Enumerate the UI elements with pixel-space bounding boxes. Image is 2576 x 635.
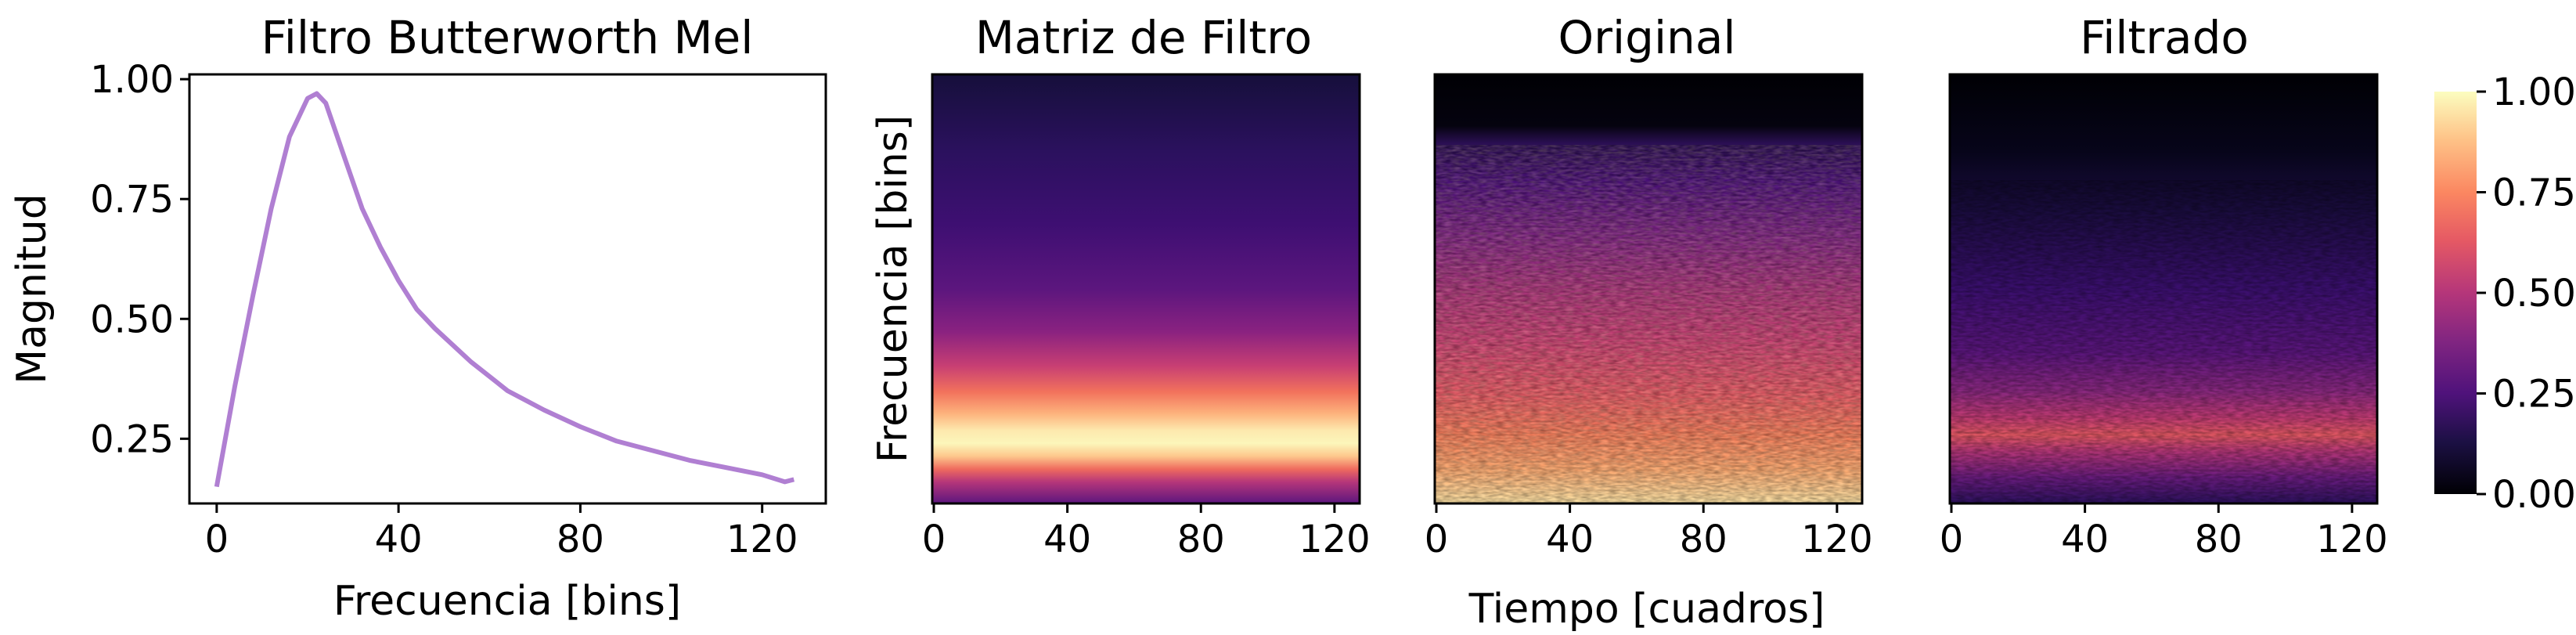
x-tick-label: 40 — [2061, 518, 2109, 561]
x-tick-label: 80 — [1177, 518, 1225, 561]
x-tick-label: 40 — [1043, 518, 1091, 561]
y-tick-label: 1.00 — [90, 58, 174, 102]
filtered-panel: Filtrado 0 40 80 120 — [1940, 11, 2388, 561]
x-tick-label: 120 — [1299, 518, 1371, 561]
y-axis-label-1: Magnitud — [9, 193, 56, 384]
filter-matrix-panel: Matriz de Filtro 0 40 80 120 Frecuencia [bi… — [870, 11, 1371, 561]
y-axis-label-2: Frecuencia [bins] — [870, 115, 917, 463]
colorbar-ticks: 0.00 0.25 0.50 0.75 1.00 — [2477, 70, 2576, 517]
colorbar: 0.00 0.25 0.50 0.75 1.00 — [2434, 70, 2576, 517]
colorbar-tick-label: 0.25 — [2492, 373, 2576, 417]
x-tick-label: 0 — [1425, 518, 1449, 561]
original-panel: Original 0 40 80 120 — [1425, 11, 1873, 561]
chart-title-4: Filtrado — [2080, 11, 2249, 64]
x-ticks-2: 0 40 80 120 — [922, 503, 1371, 561]
series-line — [214, 91, 795, 488]
x-tick-label: 0 — [1940, 518, 1964, 561]
colorbar-tick-label: 0.50 — [2492, 272, 2576, 316]
y-ticks-1: 0.25 0.50 0.75 1.00 — [90, 58, 189, 461]
plot-frame-1 — [188, 73, 827, 505]
x-tick-label: 40 — [375, 518, 423, 561]
x-tick-label: 120 — [2316, 518, 2388, 561]
y-tick-label: 0.25 — [90, 417, 174, 461]
colorbar-tick-label: 0.75 — [2492, 171, 2576, 215]
colorbar-tick-label: 1.00 — [2492, 70, 2576, 114]
plot-frame-4 — [1948, 73, 2379, 505]
data-series-1 — [214, 91, 795, 488]
colorbar-tick-label: 0.00 — [2492, 473, 2576, 517]
x-ticks-4: 0 40 80 120 — [1940, 503, 2388, 561]
shared-x-axis-label: Tiempo [cuadros] — [1468, 586, 1825, 633]
x-tick-label: 0 — [922, 518, 946, 561]
heatmap-filter-matrix — [932, 74, 1360, 503]
y-tick-label: 0.75 — [90, 178, 174, 222]
x-tick-label: 0 — [205, 518, 229, 561]
plot-frame-3 — [1433, 73, 1864, 505]
chart-title-1: Filtro Butterworth Mel — [261, 11, 754, 64]
x-tick-label: 80 — [2195, 518, 2243, 561]
x-ticks-1: 0 40 80 120 — [205, 503, 798, 561]
line-chart-panel: Filtro Butterworth Mel 0 40 80 120 0.25 0.50… — [9, 11, 827, 625]
x-tick-label: 40 — [1546, 518, 1594, 561]
x-ticks-3: 0 40 80 120 — [1425, 503, 1873, 561]
heatmap-filtered-texture — [1950, 180, 2377, 503]
x-tick-label: 80 — [1680, 518, 1728, 561]
x-tick-label: 80 — [557, 518, 604, 561]
x-tick-label: 120 — [726, 518, 798, 561]
chart-title-2: Matriz de Filtro — [975, 11, 1312, 64]
x-axis-label-1: Frecuencia [bins] — [333, 578, 681, 625]
plot-frame-2 — [931, 73, 1361, 505]
heatmap-original-texture-light — [1435, 145, 1862, 503]
x-tick-label: 120 — [1801, 518, 1873, 561]
chart-title-3: Original — [1558, 11, 1736, 64]
colorbar-gradient — [2434, 92, 2477, 494]
y-tick-label: 0.50 — [90, 298, 174, 341]
